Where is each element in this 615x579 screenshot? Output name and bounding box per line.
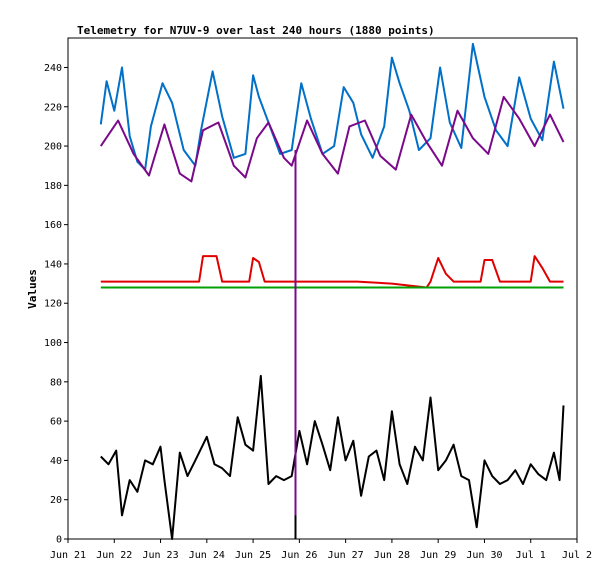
y-tick-label: 80 xyxy=(50,377,62,388)
series-layer xyxy=(99,42,565,540)
x-tick-label: Jun 21 xyxy=(50,550,86,561)
x-tick-label: Jun 27 xyxy=(328,550,364,561)
y-tick-label: 180 xyxy=(44,181,62,192)
series-line-4 xyxy=(100,374,565,540)
y-tick-label: 240 xyxy=(44,63,62,74)
x-tick-label: Jun 30 xyxy=(466,550,502,561)
y-axis-label: Values xyxy=(26,269,39,309)
y-tick-label: 200 xyxy=(44,142,62,153)
x-tick-label: Jun 24 xyxy=(189,550,225,561)
series-line-0 xyxy=(99,42,565,171)
x-tick-label: Jul 1 xyxy=(516,550,546,561)
series-line-1 xyxy=(99,95,565,183)
x-tick-label: Jun 22 xyxy=(96,550,132,561)
x-tick-label: Jun 25 xyxy=(235,550,271,561)
x-axis: Jun 21 Jun 22 Jun 23 Jun 24 Jun 25 Jun 26 Jun … xyxy=(50,539,592,561)
y-tick-label: 40 xyxy=(50,456,62,467)
y-tick-label: 220 xyxy=(44,102,62,113)
chart-title: Telemetry for N7UV-9 over last 240 hours… xyxy=(77,24,435,37)
x-tick-label: Jun 23 xyxy=(142,550,178,561)
y-tick-label: 100 xyxy=(44,338,62,349)
x-tick-label: Jun 26 xyxy=(281,550,317,561)
y-tick-label: 0 xyxy=(56,535,62,546)
y-axis: 0 20 40 60 80 100 120 140 160 180 200 220 240 xyxy=(44,63,68,546)
series-line-2 xyxy=(100,255,564,289)
y-tick-label: 60 xyxy=(50,417,62,428)
x-tick-label: Jun 29 xyxy=(420,550,456,561)
x-tick-label: Jun 28 xyxy=(374,550,410,561)
y-tick-label: 140 xyxy=(44,259,62,270)
y-tick-label: 20 xyxy=(50,495,62,506)
x-tick-label: Jul 2 xyxy=(562,550,592,561)
y-tick-label: 160 xyxy=(44,220,62,231)
y-tick-label: 120 xyxy=(44,299,62,310)
